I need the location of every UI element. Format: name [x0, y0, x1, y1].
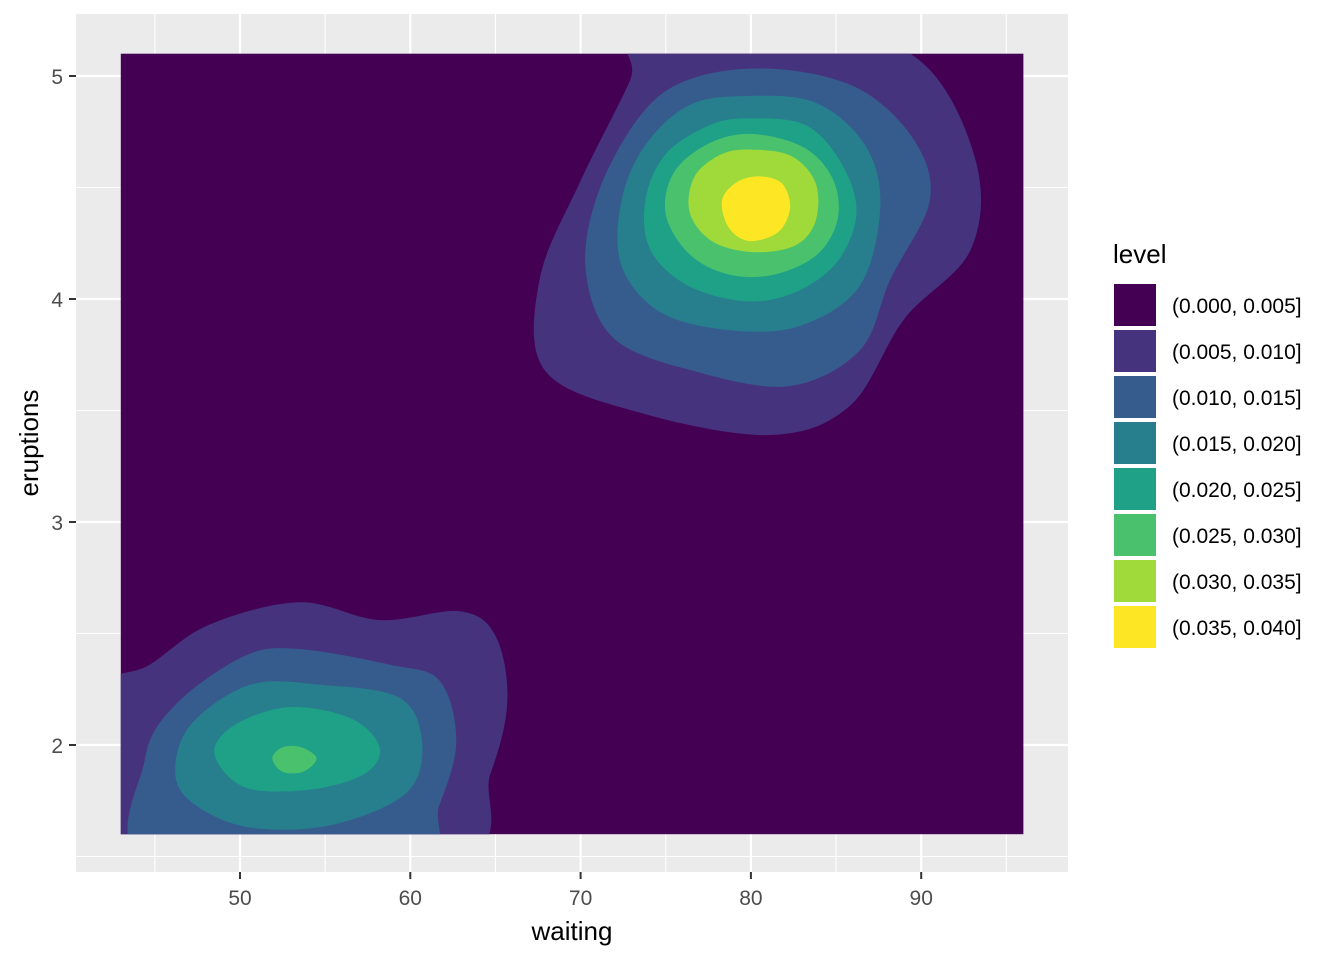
- legend-label: (0.000, 0.005]: [1172, 295, 1302, 318]
- legend-key: [1112, 512, 1158, 558]
- legend: level (0.000, 0.005] (0.005, 0.010] (0.010…: [1112, 239, 1302, 650]
- y-tick-label: 3: [51, 512, 63, 535]
- legend-key: [1112, 328, 1158, 374]
- y-axis-title: eruptions: [14, 390, 44, 497]
- x-tick-label: 80: [739, 887, 762, 910]
- legend-title: level: [1113, 239, 1166, 269]
- legend-label: (0.005, 0.010]: [1172, 341, 1302, 364]
- legend-label: (0.020, 0.025]: [1172, 479, 1302, 502]
- contour-bands: [120, 53, 982, 835]
- x-tick-label: 60: [399, 887, 422, 910]
- legend-key: [1112, 282, 1158, 328]
- contour-band-level-7: [721, 176, 791, 242]
- y-tick-label: 2: [51, 735, 63, 758]
- legend-key: [1112, 558, 1158, 604]
- axes: 50 60 70 80 90 2 3 4 5: [51, 66, 933, 910]
- legend-label: (0.035, 0.040]: [1172, 617, 1302, 640]
- legend-label: (0.015, 0.020]: [1172, 433, 1302, 456]
- x-tick-label: 90: [910, 887, 933, 910]
- x-axis-title: waiting: [531, 916, 613, 946]
- legend-label: (0.025, 0.030]: [1172, 525, 1302, 548]
- legend-key: [1112, 466, 1158, 512]
- legend-key: [1112, 374, 1158, 420]
- contour-band-level-5: [272, 745, 317, 774]
- y-tick-label: 5: [51, 66, 63, 89]
- legend-label: (0.010, 0.015]: [1172, 387, 1302, 410]
- legend-key: [1112, 420, 1158, 466]
- legend-label: (0.030, 0.035]: [1172, 571, 1302, 594]
- legend-key: [1112, 604, 1158, 650]
- x-tick-label: 50: [228, 887, 251, 910]
- x-tick-label: 70: [569, 887, 592, 910]
- y-tick-label: 4: [51, 289, 63, 312]
